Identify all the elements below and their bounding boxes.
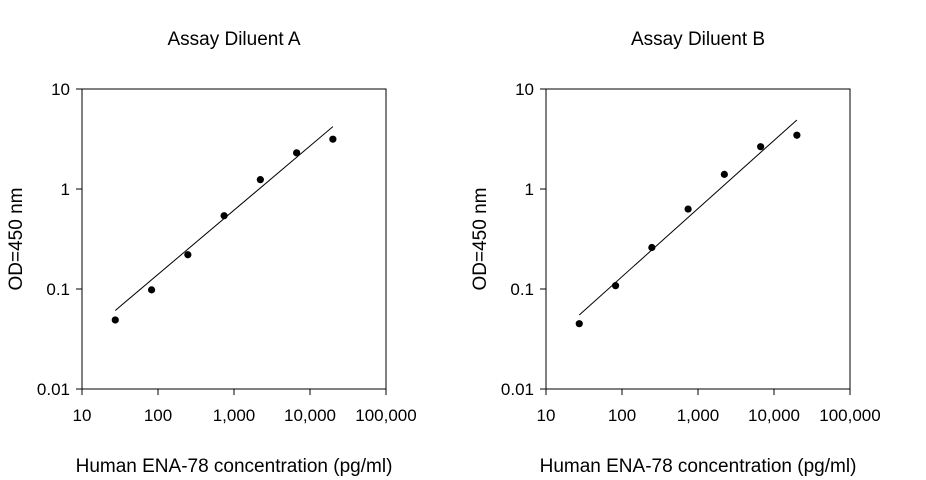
fit-line xyxy=(578,119,798,316)
data-point xyxy=(147,286,156,294)
x-tick-label: 1,000 xyxy=(677,406,720,425)
x-tick-label: 10,000 xyxy=(284,406,336,425)
chart-panel-a: Assay Diluent A 10 100 1,000 10,000 100,000 0.… xyxy=(6,29,417,477)
y-tick-label: 0.01 xyxy=(501,380,534,399)
y-tick-label: 10 xyxy=(515,80,534,99)
data-point xyxy=(757,143,765,151)
x-tick-label: 100,000 xyxy=(355,406,416,425)
x-tick-label: 100 xyxy=(608,406,636,425)
y-axis-label: OD=450 nm xyxy=(6,188,27,291)
x-tick-label: 10,000 xyxy=(748,406,800,425)
data-point xyxy=(184,251,192,259)
x-tick-label: 100,000 xyxy=(819,406,880,425)
chart-title: Assay Diluent B xyxy=(631,29,765,50)
data-point xyxy=(256,176,264,184)
y-tick-label: 0.1 xyxy=(510,280,534,299)
y-tick-label: 10 xyxy=(51,80,70,99)
y-tick-label: 0.1 xyxy=(46,280,70,299)
data-point xyxy=(611,282,620,290)
y-tick-label: 0.01 xyxy=(37,380,70,399)
x-tick-label: 100 xyxy=(144,406,172,425)
data-point xyxy=(111,316,119,324)
plot-frame xyxy=(545,88,851,390)
chart-title: Assay Diluent A xyxy=(167,29,300,50)
data-point xyxy=(329,135,337,143)
y-tick-label: 1 xyxy=(525,180,534,199)
data-point xyxy=(648,243,656,252)
y-axis-label: OD=450 nm xyxy=(470,188,491,291)
data-point xyxy=(684,205,692,213)
data-point xyxy=(220,212,228,220)
data-point xyxy=(575,320,583,328)
chart-panel-b: Assay Diluent B 10 100 1,000 10,000 100,000 0.… xyxy=(470,29,881,477)
x-axis-label: Human ENA-78 concentration (pg/ml) xyxy=(76,456,393,477)
x-tick-label: 10 xyxy=(537,406,556,425)
plot-frame xyxy=(81,88,387,390)
data-point xyxy=(793,131,801,139)
x-tick-label: 10 xyxy=(73,406,92,425)
x-axis-label: Human ENA-78 concentration (pg/ml) xyxy=(540,456,857,477)
x-tick-label: 1,000 xyxy=(213,406,256,425)
data-point xyxy=(720,170,728,178)
y-tick-label: 1 xyxy=(61,180,70,199)
data-point xyxy=(293,149,301,157)
